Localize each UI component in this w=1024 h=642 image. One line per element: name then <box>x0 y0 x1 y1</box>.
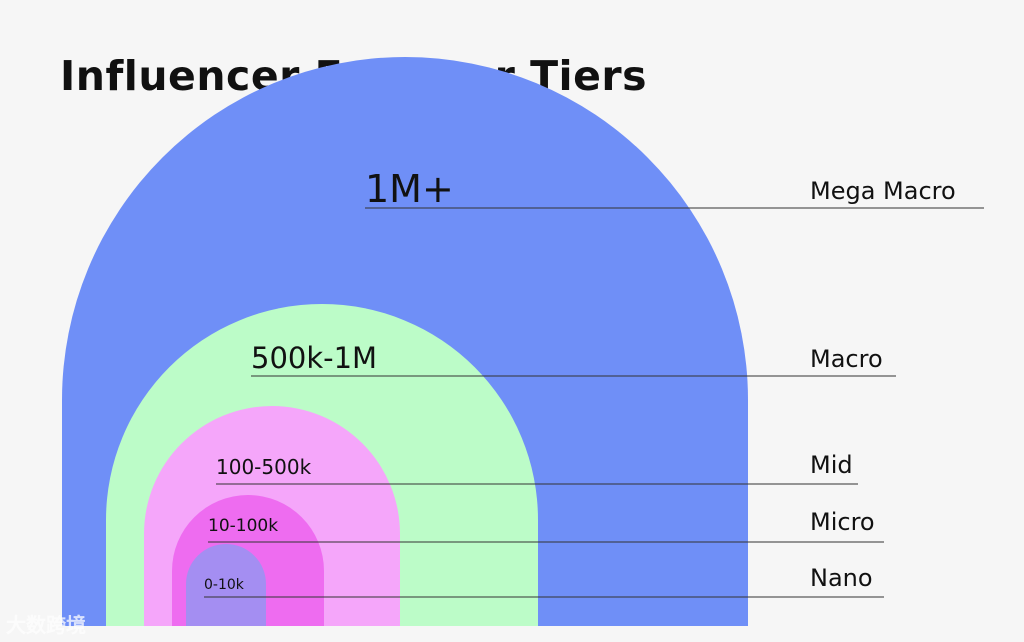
range-label-micro: 10-100k <box>208 516 278 536</box>
tier-label-mid: Mid <box>810 451 853 479</box>
range-label-nano: 0-10k <box>204 577 245 593</box>
watermark-logo: 大数跨境 <box>6 613 86 637</box>
arch-nano <box>186 544 266 626</box>
range-label-mega-macro: 1M+ <box>365 167 454 211</box>
tier-label-mega-macro: Mega Macro <box>810 177 956 205</box>
range-label-macro: 500k-1M <box>251 341 377 375</box>
tier-label-micro: Micro <box>810 508 875 536</box>
tier-label-macro: Macro <box>810 345 883 373</box>
tier-label-nano: Nano <box>810 564 873 592</box>
range-label-mid: 100-500k <box>216 455 312 479</box>
